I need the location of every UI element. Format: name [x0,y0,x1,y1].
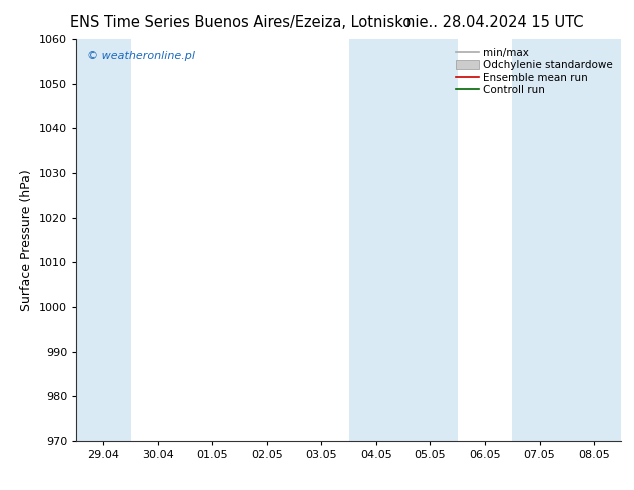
Text: ENS Time Series Buenos Aires/Ezeiza, Lotnisko: ENS Time Series Buenos Aires/Ezeiza, Lot… [70,15,411,30]
Bar [349,39,458,441]
Bar [76,39,131,441]
Y-axis label: Surface Pressure (hPa): Surface Pressure (hPa) [20,169,34,311]
Bar [512,39,621,441]
Text: © weatheronline.pl: © weatheronline.pl [87,51,195,61]
Legend: min/max, Odchylenie standardowe, Ensemble mean run, Controll run: min/max, Odchylenie standardowe, Ensembl… [453,45,616,98]
Text: nie.. 28.04.2024 15 UTC: nie.. 28.04.2024 15 UTC [406,15,583,30]
